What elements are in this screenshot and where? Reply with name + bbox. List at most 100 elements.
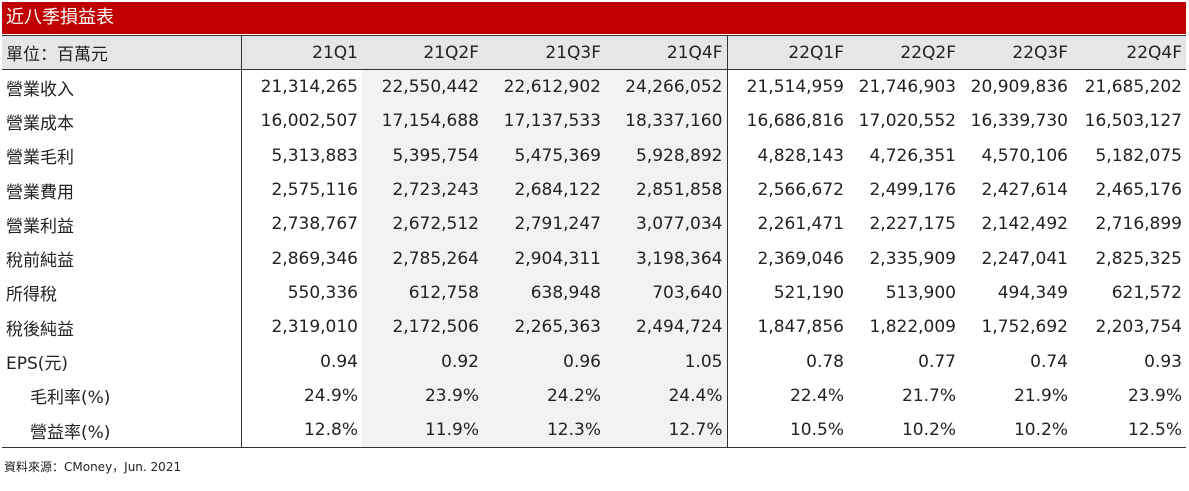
value-cell: 12.8% bbox=[241, 412, 362, 449]
value-cell: 2,265,363 bbox=[483, 310, 605, 345]
value-cell: 23.9% bbox=[1127, 385, 1182, 406]
row-label: 稅後純益 bbox=[2, 310, 242, 345]
value-cell: 2,904,311 bbox=[483, 241, 605, 276]
value-cell: 22,550,442 bbox=[362, 69, 483, 105]
value-cell: 10.2% bbox=[960, 412, 1072, 449]
value-cell: 17,020,552 bbox=[858, 111, 956, 132]
value-cell: 5,182,075 bbox=[1095, 145, 1182, 166]
value-cell: 0.78 bbox=[806, 351, 844, 372]
value-cell: 23.9% bbox=[362, 378, 483, 413]
header-row: 單位：百萬元 21Q1 21Q2F 21Q3F 21Q4F 22Q1F 22Q2F 22Q3… bbox=[2, 35, 1186, 70]
value-cell: 2,575,116 bbox=[271, 180, 358, 201]
value-cell: 2,499,176 bbox=[869, 180, 956, 201]
table-row: 毛利率(%) 24.9% 23.9% 24.2% 24.4% 22.4% 21.7% 21.9… bbox=[2, 378, 1186, 413]
value-cell: 2,785,264 bbox=[362, 241, 483, 276]
value-cell: 3,077,034 bbox=[605, 207, 728, 242]
value-cell: 2,494,724 bbox=[605, 310, 728, 345]
value-cell: 2,261,471 bbox=[757, 214, 844, 235]
table-row: 營業毛利 5,313,883 5,395,754 5,475,369 5,928,892… bbox=[2, 138, 1186, 173]
row-label: 稅前純益 bbox=[2, 241, 242, 276]
value-cell: 16,503,127 bbox=[1084, 111, 1182, 132]
row-label: 營業收入 bbox=[2, 69, 242, 105]
value-cell: 22,612,902 bbox=[483, 69, 605, 105]
column-header: 21Q4F bbox=[605, 35, 728, 70]
value-cell: 513,900 bbox=[885, 282, 956, 303]
value-cell: 17,137,533 bbox=[483, 104, 605, 139]
value-cell: 2,566,672 bbox=[757, 180, 844, 201]
value-cell: 4,726,351 bbox=[869, 145, 956, 166]
table-row: 營業成本 16,002,507 17,154,688 17,137,533 18,337… bbox=[2, 104, 1186, 139]
value-cell: 2,869,346 bbox=[271, 248, 358, 269]
table-row: 營業收入 21,314,265 22,550,442 22,612,902 24,266… bbox=[2, 69, 1186, 105]
value-cell: 2,335,909 bbox=[869, 248, 956, 269]
value-cell: 2,172,506 bbox=[362, 310, 483, 345]
value-cell: 2,203,754 bbox=[1095, 317, 1182, 338]
value-cell: 2,227,175 bbox=[869, 214, 956, 235]
value-cell: 494,349 bbox=[997, 282, 1068, 303]
value-cell: 3,198,364 bbox=[605, 241, 728, 276]
table-row: 所得稅 550,336 612,758 638,948 703,640 521,190 51… bbox=[2, 275, 1186, 311]
value-cell: 10.5% bbox=[727, 412, 848, 449]
income-statement-table: 單位：百萬元 21Q1 21Q2F 21Q3F 21Q4F 22Q1F 22Q2F 22Q3… bbox=[2, 35, 1186, 449]
table-row: EPS(元) 0.94 0.92 0.96 1.05 0.78 0.77 0.74 0.93 bbox=[2, 344, 1186, 379]
value-cell: 638,948 bbox=[483, 275, 605, 311]
value-cell: 22.4% bbox=[789, 385, 844, 406]
value-cell: 24.9% bbox=[303, 385, 358, 406]
column-header: 21Q1 bbox=[241, 35, 362, 70]
value-cell: 2,716,899 bbox=[1095, 214, 1182, 235]
value-cell: 0.92 bbox=[362, 344, 483, 379]
value-cell: 0.74 bbox=[1030, 351, 1068, 372]
value-cell: 2,684,122 bbox=[483, 172, 605, 208]
value-cell: 550,336 bbox=[287, 282, 358, 303]
value-cell: 0.96 bbox=[483, 344, 605, 379]
value-cell: 521,190 bbox=[773, 282, 844, 303]
table-row: 營益率(%) 12.8% 11.9% 12.3% 12.7% 10.5% 10.2% 10.2… bbox=[2, 412, 1186, 449]
value-cell: 24.4% bbox=[605, 378, 728, 413]
row-label: 所得稅 bbox=[2, 275, 242, 311]
value-cell: 24.2% bbox=[483, 378, 605, 413]
value-cell: 20,909,836 bbox=[970, 77, 1068, 98]
value-cell: 17,154,688 bbox=[362, 104, 483, 139]
value-cell: 2,825,325 bbox=[1095, 248, 1182, 269]
row-label: 營業利益 bbox=[2, 207, 242, 242]
value-cell: 21.7% bbox=[901, 385, 956, 406]
value-cell: 2,465,176 bbox=[1095, 180, 1182, 201]
value-cell: 10.2% bbox=[848, 412, 960, 449]
value-cell: 18,337,160 bbox=[605, 104, 728, 139]
table-row: 營業費用 2,575,116 2,723,243 2,684,122 2,851,858… bbox=[2, 172, 1186, 208]
value-cell: 21,746,903 bbox=[858, 77, 956, 98]
value-cell: 4,570,106 bbox=[981, 145, 1068, 166]
row-label: 營業成本 bbox=[2, 104, 242, 139]
value-cell: 2,142,492 bbox=[981, 214, 1068, 235]
value-cell: 12.5% bbox=[1072, 412, 1186, 449]
value-cell: 16,686,816 bbox=[746, 111, 844, 132]
table-body: 營業收入 21,314,265 22,550,442 22,612,902 24,266… bbox=[2, 69, 1186, 449]
value-cell: 0.94 bbox=[320, 351, 358, 372]
value-cell: 21.9% bbox=[1013, 385, 1068, 406]
value-cell: 21,314,265 bbox=[260, 77, 358, 98]
source-note: 資料來源：CMoney，Jun. 2021 bbox=[4, 460, 182, 474]
row-label: 營業費用 bbox=[2, 172, 242, 208]
column-header: 21Q2F bbox=[362, 35, 483, 70]
column-header: 21Q3F bbox=[483, 35, 605, 70]
column-header: 22Q4F bbox=[1072, 35, 1186, 70]
column-header: 22Q3F bbox=[960, 35, 1072, 70]
value-cell: 24,266,052 bbox=[605, 69, 728, 105]
value-cell: 16,002,507 bbox=[260, 111, 358, 132]
value-cell: 1.05 bbox=[605, 344, 728, 379]
row-label: 營業毛利 bbox=[2, 138, 242, 173]
value-cell: 2,319,010 bbox=[271, 317, 358, 338]
value-cell: 2,791,247 bbox=[483, 207, 605, 242]
value-cell: 11.9% bbox=[362, 412, 483, 449]
table-row: 稅前純益 2,869,346 2,785,264 2,904,311 3,198,364… bbox=[2, 241, 1186, 276]
value-cell: 21,514,959 bbox=[746, 77, 844, 98]
value-cell: 2,851,858 bbox=[605, 172, 728, 208]
value-cell: 703,640 bbox=[605, 275, 728, 311]
value-cell: 0.77 bbox=[918, 351, 956, 372]
row-label: 毛利率(%) bbox=[2, 378, 242, 413]
table-title: 近八季損益表 bbox=[2, 2, 1186, 34]
value-cell: 5,395,754 bbox=[362, 138, 483, 173]
row-label: EPS(元) bbox=[2, 344, 242, 379]
column-header: 22Q2F bbox=[848, 35, 960, 70]
table-row: 營業利益 2,738,767 2,672,512 2,791,247 3,077,034… bbox=[2, 207, 1186, 242]
